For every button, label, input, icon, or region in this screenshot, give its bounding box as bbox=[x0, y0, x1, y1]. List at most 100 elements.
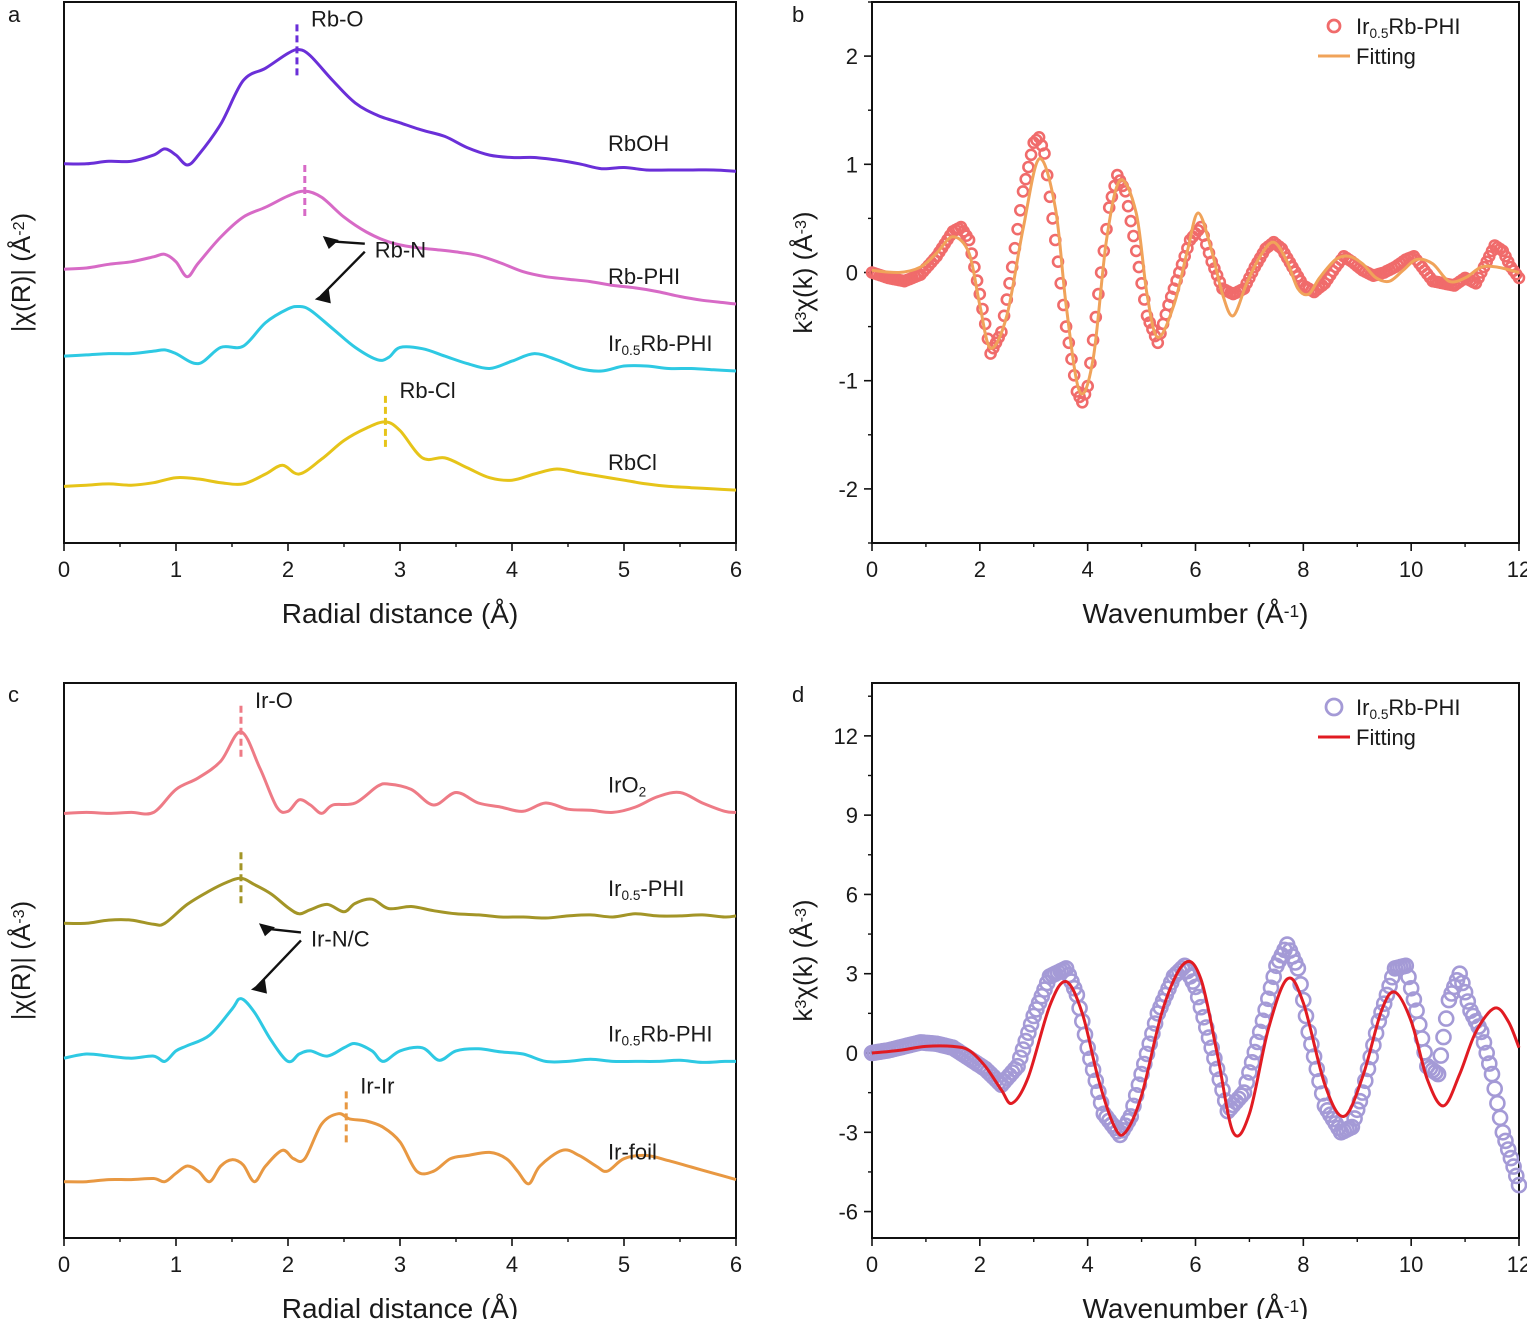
data-point bbox=[1022, 1016, 1040, 1033]
series-label: RbOH bbox=[608, 131, 669, 156]
data-point bbox=[1019, 172, 1032, 186]
x-tick-label: 0 bbox=[866, 557, 878, 582]
series-line-IrO2 bbox=[63, 730, 737, 816]
x-tick-label: 2 bbox=[974, 1252, 986, 1277]
annotation-arrow bbox=[319, 250, 366, 298]
y-tick-label: 0 bbox=[846, 1041, 858, 1066]
data-point bbox=[1203, 1039, 1220, 1056]
data-point bbox=[1014, 1041, 1032, 1058]
data-point bbox=[1238, 1074, 1255, 1091]
series-label: Ir0.5Rb-PHI bbox=[608, 331, 713, 358]
data-point bbox=[1009, 1057, 1026, 1075]
data-point bbox=[1378, 986, 1396, 1004]
data-point bbox=[1402, 979, 1420, 997]
y-tick-label: -2 bbox=[838, 477, 858, 502]
x-tick-label: 0 bbox=[866, 1252, 878, 1277]
y-axis-label: k3χ(k) (Å-3) bbox=[788, 899, 818, 1021]
panel-letter: d bbox=[792, 682, 804, 707]
x-tick-label: 4 bbox=[1082, 557, 1094, 582]
series-label: IrO2 bbox=[608, 772, 646, 799]
data-point bbox=[1017, 1032, 1034, 1050]
annotation-label: Ir-Ir bbox=[360, 1073, 394, 1098]
x-axis-label: Radial distance (Å) bbox=[282, 1293, 519, 1319]
data-point bbox=[1400, 968, 1417, 986]
data-markers bbox=[863, 936, 1527, 1194]
data-point bbox=[1127, 229, 1140, 243]
x-tick-label: 4 bbox=[506, 1252, 518, 1277]
panel-c: c 0 1 2 3 4 5 6 Radial distance (Å) |χ(R)| (Å-3) I… bbox=[6, 682, 742, 1319]
panel-letter: c bbox=[8, 682, 19, 707]
legend-label: Fitting bbox=[1356, 44, 1416, 69]
arrowhead bbox=[322, 236, 339, 250]
x-tick-label: 10 bbox=[1399, 557, 1423, 582]
x-tick-label: 4 bbox=[1082, 1252, 1094, 1277]
y-tick-label: 1 bbox=[846, 152, 858, 177]
plot-frame bbox=[871, 682, 1520, 1239]
x-tick-label: 5 bbox=[618, 1252, 630, 1277]
legend-label: Ir0.5Rb-PHI bbox=[1356, 14, 1461, 41]
x-tick-label: 2 bbox=[282, 1252, 294, 1277]
series-line-RbCl bbox=[63, 420, 737, 492]
x-axis-label: Radial distance (Å) bbox=[282, 598, 519, 629]
y-axis-label: |χ(R)| (Å-3) bbox=[6, 901, 36, 1020]
data-point bbox=[1262, 979, 1280, 997]
annotation-arrow bbox=[256, 939, 302, 988]
arrowhead bbox=[250, 979, 267, 994]
panel-letter: b bbox=[792, 2, 804, 27]
data-point bbox=[995, 325, 1008, 339]
data-point bbox=[1454, 974, 1471, 992]
annotation-label: Rb-O bbox=[311, 6, 364, 31]
series-line-Rb-PHI bbox=[63, 189, 737, 306]
data-point bbox=[1059, 320, 1073, 333]
data-point bbox=[1459, 993, 1477, 1010]
data-point bbox=[1057, 298, 1070, 312]
data-point bbox=[1497, 1132, 1514, 1150]
fit-line bbox=[871, 959, 1521, 1138]
panel-d: d 0 2 4 6 8 10 12 Wavenumber (Å-1) k3χ(k) (Å-3) -6… bbox=[788, 682, 1527, 1319]
x-tick-label: 6 bbox=[1189, 1252, 1201, 1277]
data-point bbox=[1011, 1049, 1029, 1067]
data-point bbox=[1375, 995, 1393, 1013]
series-line-RbOH bbox=[63, 48, 737, 173]
data-point bbox=[1429, 1065, 1447, 1083]
x-tick-label: 8 bbox=[1297, 557, 1309, 582]
legend: Ir0.5Rb-PHI Fitting bbox=[1318, 695, 1461, 750]
series-line-Ir0.5-PHI bbox=[63, 876, 737, 927]
data-point bbox=[1141, 1035, 1158, 1053]
y-axis-label: |χ(R)| (Å-2) bbox=[6, 213, 36, 332]
x-tick-label: 3 bbox=[394, 557, 406, 582]
data-point bbox=[1136, 1055, 1153, 1073]
x-tick-label: 6 bbox=[730, 1252, 742, 1277]
data-point bbox=[1241, 1064, 1258, 1081]
data-point bbox=[1038, 147, 1051, 160]
y-tick-label: -1 bbox=[838, 369, 858, 394]
data-point bbox=[1478, 1044, 1495, 1062]
annotation-label: Ir-O bbox=[255, 688, 293, 713]
legend-label: Fitting bbox=[1356, 725, 1416, 750]
x-tick-label: 2 bbox=[282, 557, 294, 582]
data-point bbox=[1020, 1024, 1037, 1041]
data-point bbox=[1200, 1029, 1218, 1046]
series-label: RbCl bbox=[608, 450, 657, 475]
data-point bbox=[1054, 276, 1067, 290]
data-point bbox=[1208, 1060, 1226, 1078]
data-point bbox=[1499, 1141, 1517, 1158]
data-point bbox=[1092, 287, 1105, 301]
data-point bbox=[1125, 1097, 1142, 1115]
legend-label: Ir0.5Rb-PHI bbox=[1356, 695, 1461, 722]
x-tick-label: 1 bbox=[170, 557, 182, 582]
data-point bbox=[1016, 185, 1030, 198]
x-tick-label: 12 bbox=[1507, 557, 1527, 582]
data-point bbox=[1124, 214, 1138, 228]
data-point bbox=[1146, 1015, 1164, 1032]
y-tick-label: 12 bbox=[834, 724, 858, 749]
data-point bbox=[1129, 244, 1143, 258]
series-label: Ir0.5Rb-PHI bbox=[608, 1021, 713, 1048]
arrowhead bbox=[258, 923, 275, 937]
data-point bbox=[1397, 957, 1415, 975]
data-point bbox=[1505, 1158, 1522, 1175]
panel-a: a 0 1 2 3 4 5 6 Radial distance (Å) |χ(R)| (Å-2) R… bbox=[6, 1, 742, 629]
x-axis-label: Wavenumber (Å-1) bbox=[1082, 598, 1308, 629]
x-tick-label: 8 bbox=[1297, 1252, 1309, 1277]
series-label: Ir0.5-PHI bbox=[608, 876, 684, 903]
